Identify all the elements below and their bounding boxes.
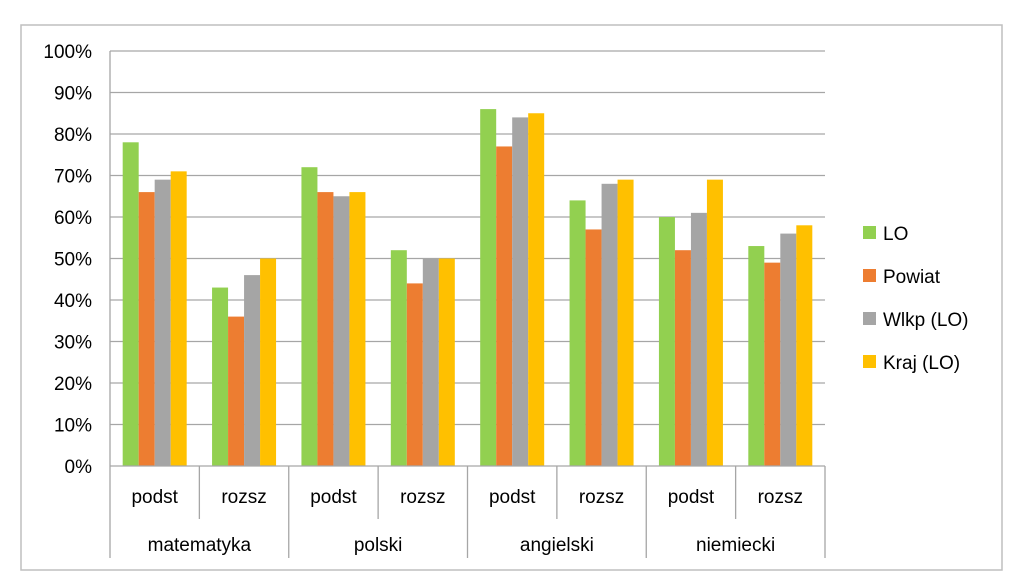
y-tick-label: 10% [54, 416, 92, 437]
x-tick-label: rozsz [579, 487, 624, 508]
y-tick-label: 60% [54, 208, 92, 229]
y-tick-label: 100% [43, 42, 92, 63]
legend-swatch [863, 355, 876, 368]
bar [138, 192, 155, 466]
bar [764, 262, 781, 466]
x-tick-label: podst [310, 487, 357, 508]
y-tick-label: 30% [54, 333, 92, 354]
bar [349, 192, 366, 466]
y-tick-label: 50% [54, 250, 92, 271]
legend-swatch [863, 312, 876, 325]
x-group-label: polski [354, 535, 403, 556]
legend-swatch [863, 226, 876, 239]
bar [780, 233, 797, 466]
bar [690, 212, 707, 466]
legend-label: Kraj (LO) [883, 353, 960, 374]
bar [333, 196, 350, 466]
bar [748, 246, 765, 466]
x-tick-label: podst [489, 487, 536, 508]
x-tick-label: rozsz [758, 487, 803, 508]
y-tick-label: 20% [54, 374, 92, 395]
bar [122, 142, 139, 467]
x-group-label: matematyka [148, 535, 252, 556]
bar [706, 179, 723, 466]
bar [585, 229, 602, 466]
legend-label: Powiat [883, 267, 941, 288]
bar [422, 258, 439, 466]
bar [512, 117, 529, 467]
x-tick-label: podst [668, 487, 715, 508]
legend-swatch [863, 269, 876, 282]
x-group-label: niemiecki [696, 535, 775, 556]
bar [154, 179, 171, 466]
bar [796, 225, 813, 466]
bar [228, 316, 245, 466]
y-tick-label: 90% [54, 84, 92, 105]
x-tick-label: podst [131, 487, 178, 508]
y-tick-label: 70% [54, 167, 92, 188]
bar [244, 275, 261, 466]
x-tick-label: rozsz [221, 487, 266, 508]
bar [601, 183, 618, 467]
y-tick-label: 80% [54, 125, 92, 146]
bar [438, 258, 455, 466]
bar [406, 283, 423, 466]
bar [569, 200, 586, 466]
legend-label: Wlkp (LO) [883, 310, 969, 331]
bar [170, 171, 187, 466]
bar [528, 113, 545, 466]
x-tick-label: rozsz [400, 487, 445, 508]
bar [658, 217, 675, 466]
legend: LO Powiat Wlkp (LO) Kraj (LO) [863, 224, 969, 374]
y-tick-label: 0% [65, 457, 93, 478]
x-axis: podst rozsz podst rozsz podst rozsz podst rozsz… [109, 51, 826, 558]
bar [674, 250, 691, 466]
bars [122, 109, 813, 467]
bar [390, 250, 407, 466]
y-axis-ticks: 0% 10% 20% 30% 40% 50% 60% 70% 80% 90% 100% [43, 42, 92, 478]
bar [617, 179, 634, 466]
bar [260, 258, 277, 466]
legend-label: LO [883, 224, 908, 245]
y-tick-label: 40% [54, 291, 92, 312]
bar [212, 287, 229, 466]
bar [317, 192, 334, 466]
bar [480, 109, 497, 466]
bar [301, 167, 318, 466]
x-group-label: angielski [520, 535, 594, 556]
bar [496, 146, 513, 466]
